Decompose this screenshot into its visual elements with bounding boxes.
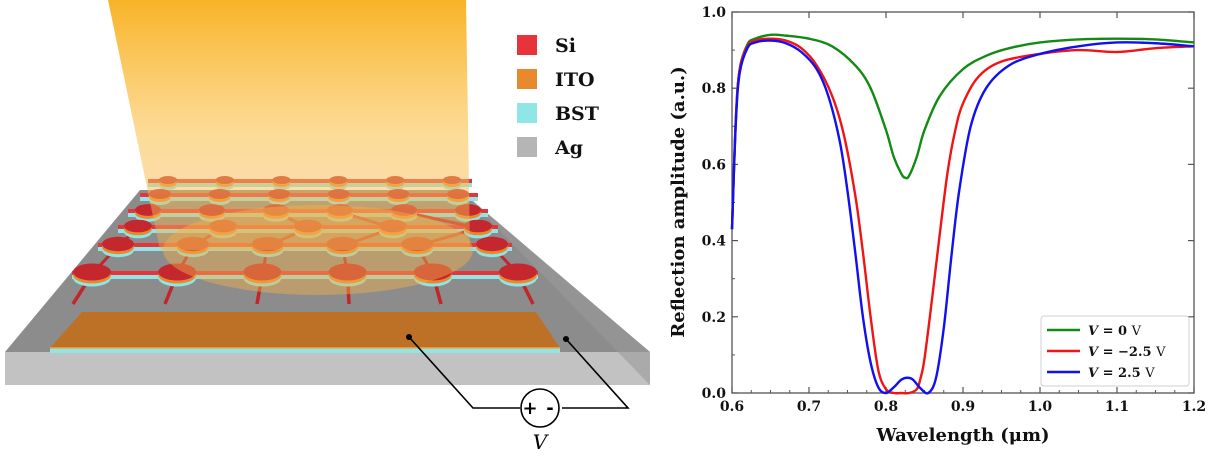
series-line-0 bbox=[730, 33, 1195, 230]
legend-label-bst: BST bbox=[555, 103, 599, 125]
legend-label-ito: ITO bbox=[555, 69, 595, 91]
si-disk bbox=[328, 263, 367, 281]
x-tick-label: 1.1 bbox=[1105, 399, 1129, 415]
si-disk bbox=[499, 263, 537, 281]
si-disk bbox=[73, 263, 111, 281]
x-tick-label: 0.6 bbox=[720, 399, 744, 415]
legend-entry-0: V = 0 V bbox=[1088, 324, 1142, 339]
light-beam bbox=[108, 0, 470, 250]
si-disk bbox=[243, 263, 282, 281]
legend-label-ag: Ag bbox=[554, 137, 583, 159]
si-disk bbox=[102, 236, 134, 252]
si-disk bbox=[476, 236, 508, 252]
si-disk bbox=[124, 219, 152, 233]
substrate-front bbox=[5, 352, 650, 385]
si-bar bbox=[72, 271, 538, 275]
x-axis-label: Wavelength (μm) bbox=[875, 425, 1049, 446]
legend-swatch-ito bbox=[517, 69, 537, 89]
ito-electrode bbox=[50, 312, 560, 348]
legend-entry-1: V = −2.5 V bbox=[1088, 345, 1166, 360]
x-tick-label: 1.2 bbox=[1182, 399, 1206, 415]
x-tick-label: 1.0 bbox=[1028, 399, 1053, 415]
voltage-plus: + bbox=[522, 398, 537, 419]
y-tick-label: 0.8 bbox=[702, 81, 726, 97]
legend-swatch-si bbox=[517, 35, 537, 55]
y-tick-label: 0.4 bbox=[702, 234, 727, 250]
substrate-right-side bbox=[460, 190, 650, 385]
reflection-chart: 0.6 0.7 0.8 0.9 1.0 1.1 1.20.00.20.40.60.81.0 … bbox=[668, 5, 1207, 446]
light-beam-spot bbox=[163, 205, 473, 295]
series-line-1 bbox=[730, 37, 1195, 395]
voltage-label: V bbox=[533, 430, 550, 454]
electrode-contact-ito bbox=[406, 334, 412, 340]
si-disk bbox=[413, 263, 452, 281]
bst-bar bbox=[72, 275, 538, 279]
y-tick-label: 0.2 bbox=[702, 310, 726, 326]
electrode-contact-ag bbox=[563, 336, 569, 342]
legend-swatch-bst bbox=[517, 103, 537, 123]
voltage-minus: - bbox=[546, 398, 553, 419]
y-axis-label: Reflection amplitude (a.u.) bbox=[668, 66, 689, 337]
x-tick-label: 0.7 bbox=[797, 399, 821, 415]
legend-swatch-ag bbox=[517, 137, 537, 157]
x-tick-label: 0.9 bbox=[951, 399, 975, 415]
series-lines bbox=[730, 33, 1195, 395]
y-tick-label: 0.6 bbox=[702, 157, 726, 173]
ito-electrode-bst-layer bbox=[50, 348, 560, 353]
series-line-2 bbox=[730, 39, 1195, 395]
material-legend: Si ITO BST Ag bbox=[517, 35, 599, 159]
chart-legend: V = 0 V V = −2.5 V V = 2.5 V bbox=[1040, 315, 1190, 387]
device-schematic: + - V Si ITO BST Ag bbox=[5, 0, 650, 454]
chart-legend-box bbox=[1040, 315, 1190, 387]
circuit-wires bbox=[408, 336, 630, 409]
axis-ticks: 0.6 0.7 0.8 0.9 1.0 1.1 1.2 0.0 0.2 0.4 0.6 0.8 1.0 bbox=[702, 5, 1207, 415]
voltage-source bbox=[520, 388, 560, 428]
si-disk bbox=[464, 219, 492, 233]
y-tick-label: 1.0 bbox=[702, 5, 727, 21]
legend-label-si: Si bbox=[555, 35, 576, 57]
x-tick-label: 0.8 bbox=[874, 399, 898, 415]
legend-entry-2: V = 2.5 V bbox=[1088, 366, 1155, 381]
y-tick-label: 0.0 bbox=[702, 386, 727, 402]
si-disk bbox=[158, 263, 197, 281]
